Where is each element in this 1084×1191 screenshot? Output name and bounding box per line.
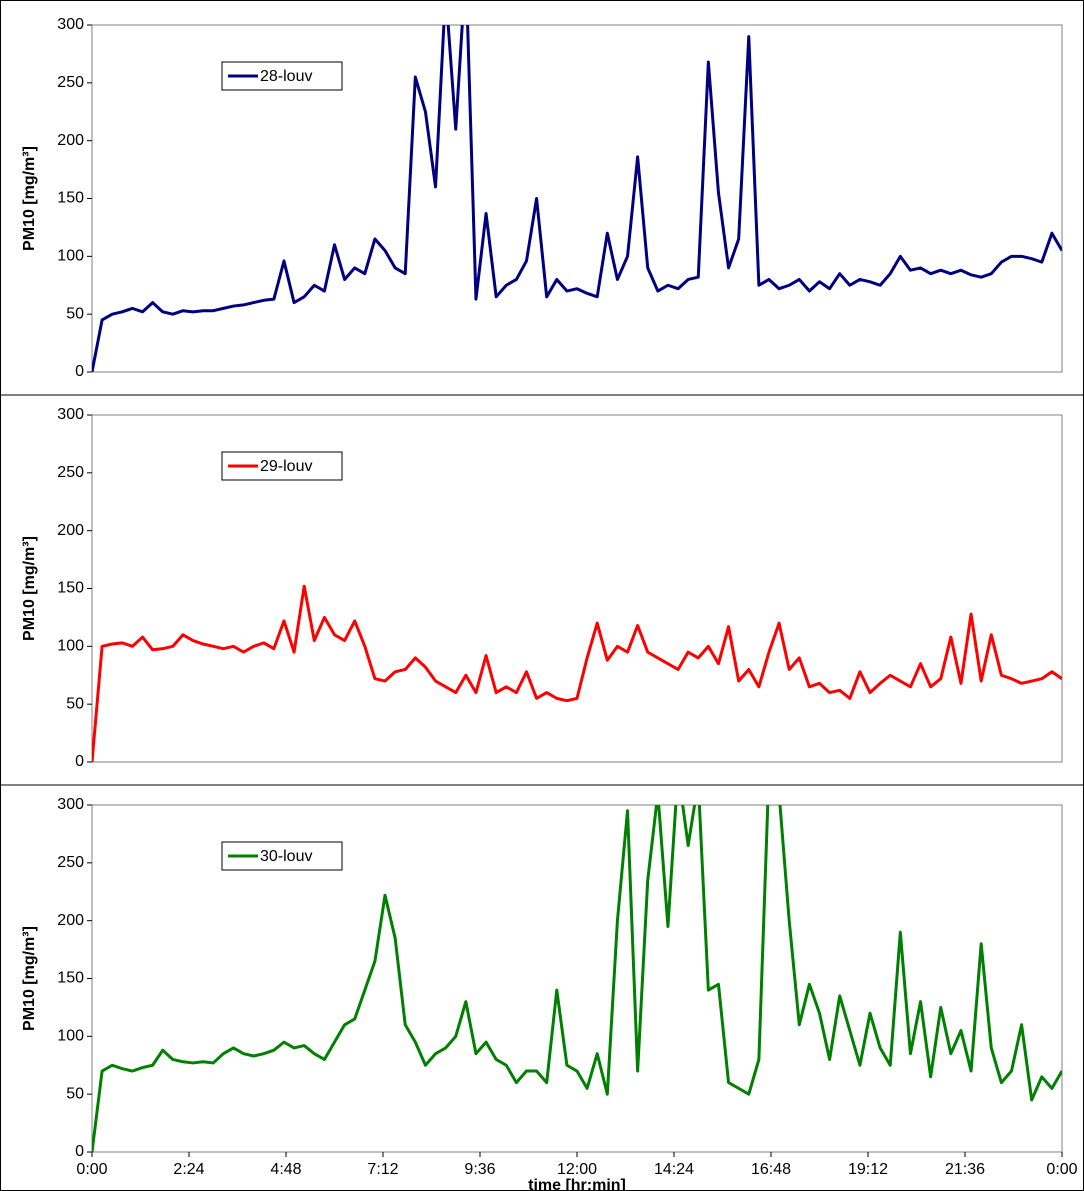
y-tick-label: 150 bbox=[57, 190, 84, 207]
y-tick-label: 50 bbox=[66, 1085, 84, 1102]
y-axis-label: PM10 [mg/m³] bbox=[21, 536, 38, 641]
y-axis-label: PM10 [mg/m³] bbox=[21, 146, 38, 251]
x-tick-label: 9:36 bbox=[464, 1161, 495, 1178]
y-tick-label: 100 bbox=[57, 638, 84, 655]
y-tick-label: 100 bbox=[57, 248, 84, 265]
y-tick-label: 300 bbox=[57, 406, 84, 423]
x-tick-label: 19:12 bbox=[848, 1161, 888, 1178]
y-tick-label: 50 bbox=[66, 695, 84, 712]
x-tick-label: 21:36 bbox=[945, 1161, 985, 1178]
y-tick-label: 250 bbox=[57, 854, 84, 871]
y-tick-label: 250 bbox=[57, 74, 84, 91]
y-tick-label: 200 bbox=[57, 522, 84, 539]
x-tick-label: 16:48 bbox=[751, 1161, 791, 1178]
x-tick-label: 7:12 bbox=[367, 1161, 398, 1178]
y-tick-label: 0 bbox=[75, 1143, 84, 1160]
y-tick-label: 300 bbox=[57, 796, 84, 813]
data-line bbox=[92, 584, 1062, 762]
y-tick-label: 200 bbox=[57, 132, 84, 149]
legend-label: 29-louv bbox=[260, 458, 312, 475]
y-axis-label: PM10 [mg/m³] bbox=[21, 926, 38, 1031]
y-tick-label: 250 bbox=[57, 464, 84, 481]
data-line bbox=[92, 25, 1062, 372]
data-line bbox=[92, 805, 1062, 1152]
x-tick-label: 0:00 bbox=[76, 1161, 107, 1178]
y-tick-label: 0 bbox=[75, 363, 84, 380]
legend-label: 28-louv bbox=[260, 68, 312, 85]
y-tick-label: 150 bbox=[57, 580, 84, 597]
y-tick-label: 50 bbox=[66, 305, 84, 322]
legend-label: 30-louv bbox=[260, 848, 312, 865]
x-tick-label: 0:00 bbox=[1046, 1161, 1077, 1178]
x-tick-label: 4:48 bbox=[270, 1161, 301, 1178]
y-tick-label: 0 bbox=[75, 753, 84, 770]
y-tick-label: 150 bbox=[57, 970, 84, 987]
y-tick-label: 200 bbox=[57, 912, 84, 929]
y-tick-label: 100 bbox=[57, 1028, 84, 1045]
x-tick-label: 2:24 bbox=[173, 1161, 204, 1178]
x-axis-label: time [hr:min] bbox=[528, 1177, 626, 1191]
x-tick-label: 14:24 bbox=[654, 1161, 694, 1178]
x-tick-label: 12:00 bbox=[557, 1161, 597, 1178]
y-tick-label: 300 bbox=[57, 16, 84, 33]
